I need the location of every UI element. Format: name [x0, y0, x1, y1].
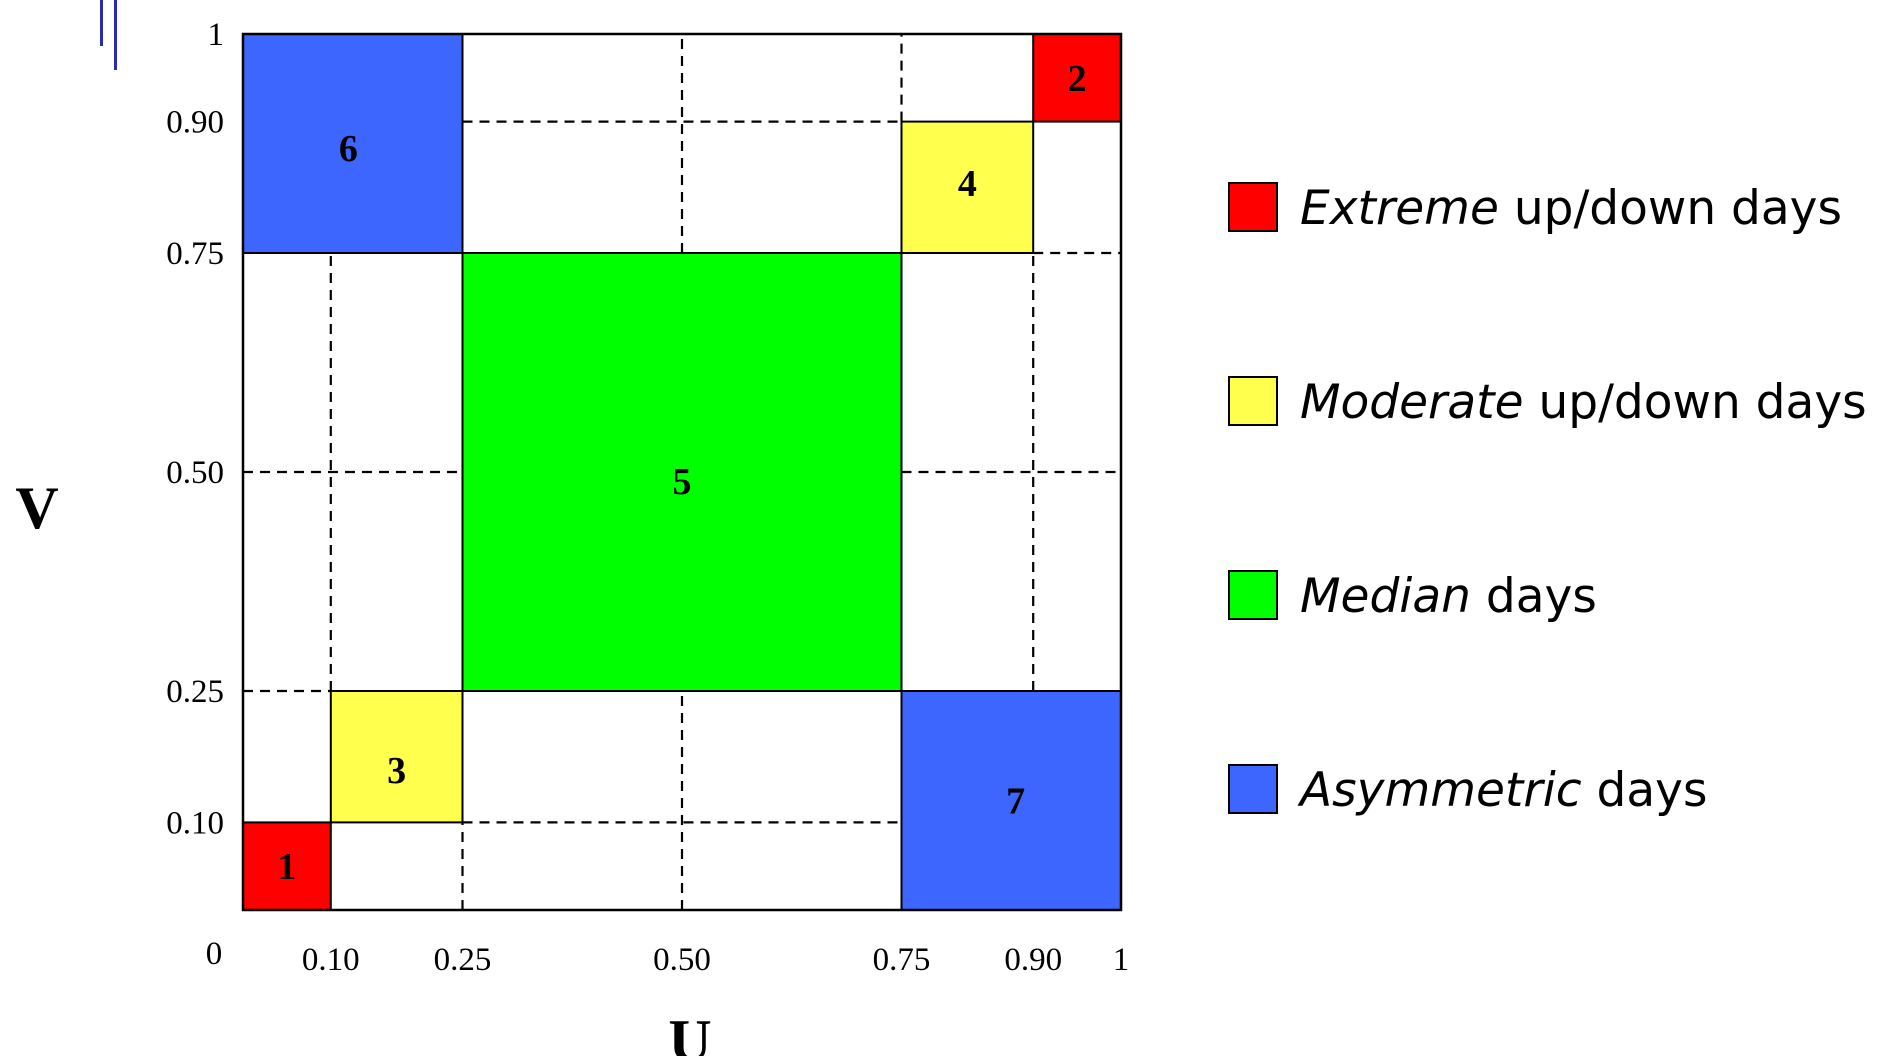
region-2	[1032, 33, 1122, 123]
y-axis-ticks: 1 0.90 0.75 0.50 0.25 0.10	[166, 17, 224, 841]
region-labels: 1 2 3 4 5 6 7	[277, 58, 1086, 888]
legend-label-moderate: Moderate up/down days	[1300, 375, 1867, 430]
decoration-bar	[100, 0, 103, 46]
x-tick-label: 0.90	[1004, 942, 1062, 978]
plot-frame	[241, 32, 1123, 912]
origin-label: 0	[206, 936, 223, 972]
region-label-6: 6	[339, 128, 358, 170]
y-tick-label: 0.25	[166, 674, 224, 710]
region-3	[329, 690, 464, 824]
y-tick-label: 1	[208, 17, 225, 53]
region-1	[242, 821, 332, 912]
legend-item-median: Median days	[1228, 569, 1597, 624]
region-label-1: 1	[277, 846, 296, 888]
region-label-5: 5	[673, 461, 692, 503]
decoration-bar	[114, 0, 117, 70]
x-tick-label: 0.50	[653, 942, 711, 978]
y-tick-label: 0.90	[166, 105, 224, 141]
legend-swatch-asymmetric	[1228, 764, 1278, 814]
legend-swatch-moderate	[1228, 376, 1278, 426]
region-label-7: 7	[1006, 781, 1025, 823]
region-label-2: 2	[1068, 58, 1087, 100]
legend-label-extreme: Extreme up/down days	[1300, 181, 1842, 236]
y-tick-label: 0.50	[166, 455, 224, 491]
region-label-4: 4	[958, 163, 977, 205]
legend-item-extreme: Extreme up/down days	[1228, 181, 1842, 236]
regions-layer	[242, 33, 1122, 912]
x-tick-label: 0.10	[302, 942, 360, 978]
x-tick-label: 1	[1113, 942, 1130, 978]
region-4	[900, 120, 1035, 254]
legend-item-asymmetric: Asymmetric days	[1228, 763, 1707, 818]
x-axis-title: U	[668, 1008, 711, 1056]
legend-item-moderate: Moderate up/down days	[1228, 375, 1867, 430]
y-tick-label: 0.75	[166, 236, 224, 272]
legend-label-asymmetric: Asymmetric days	[1297, 763, 1707, 818]
x-tick-label: 0.25	[434, 942, 492, 978]
x-axis-ticks: 0.10 0.25 0.50 0.75 0.90 1	[302, 942, 1129, 978]
region-6	[242, 33, 464, 254]
x-tick-label: 0.75	[873, 942, 931, 978]
y-axis-title: V	[15, 475, 58, 541]
legend-label-median: Median days	[1300, 569, 1597, 624]
region-5	[461, 252, 903, 692]
legend-swatch-extreme	[1228, 182, 1278, 232]
dashed-grid	[243, 34, 1121, 910]
legend-swatch-median	[1228, 570, 1278, 620]
legend: Extreme up/down days Moderate up/down day…	[1228, 181, 1867, 818]
y-tick-label: 0.10	[166, 805, 224, 841]
corner-decoration	[100, 0, 117, 70]
region-label-3: 3	[387, 750, 406, 792]
